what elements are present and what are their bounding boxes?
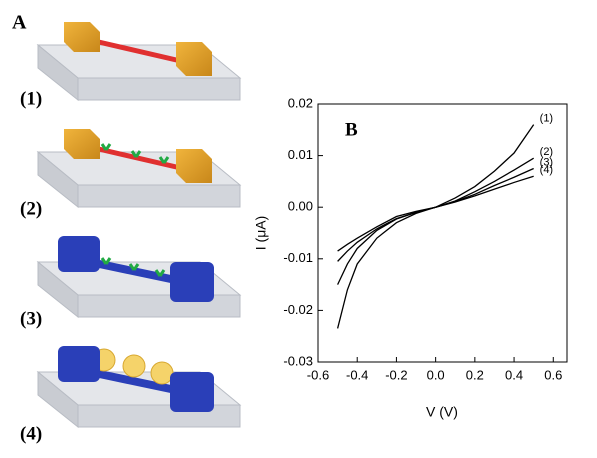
series-line [338, 169, 534, 262]
y-tick-label: 0.02 [288, 95, 313, 110]
device [38, 346, 240, 427]
panel-label: A [12, 12, 27, 34]
x-tick-label: -0.6 [307, 367, 329, 382]
series-line [338, 158, 534, 284]
y-tick-label: 0.01 [288, 147, 313, 162]
device [38, 236, 240, 317]
x-tick-label: 0.6 [544, 367, 562, 382]
series-line [338, 125, 534, 329]
x-axis-label: V (V) [426, 404, 458, 420]
panel-label: B [345, 119, 358, 140]
device [38, 129, 240, 207]
y-tick-label: -0.02 [283, 302, 313, 317]
x-tick-label: -0.4 [346, 367, 368, 382]
x-tick-label: -0.2 [385, 367, 407, 382]
step-label: (3) [20, 308, 42, 329]
figure: A (1) (2) (3) [0, 0, 597, 458]
device [38, 22, 240, 100]
step-label: (4) [20, 423, 42, 444]
y-tick-label: 0.00 [288, 199, 313, 214]
step-label: (2) [20, 198, 42, 219]
y-axis-label: I (μA) [253, 216, 269, 251]
x-tick-label: 0.0 [427, 367, 445, 382]
x-tick-label: 0.2 [466, 367, 484, 382]
plot-frame [318, 104, 567, 362]
y-tick-label: -0.01 [283, 250, 313, 265]
series-label: (4) [540, 164, 553, 176]
x-tick-label: 0.4 [505, 367, 523, 382]
step-label: (1) [20, 88, 42, 109]
y-tick-label: -0.03 [283, 353, 313, 368]
series-label: (1) [540, 113, 553, 125]
